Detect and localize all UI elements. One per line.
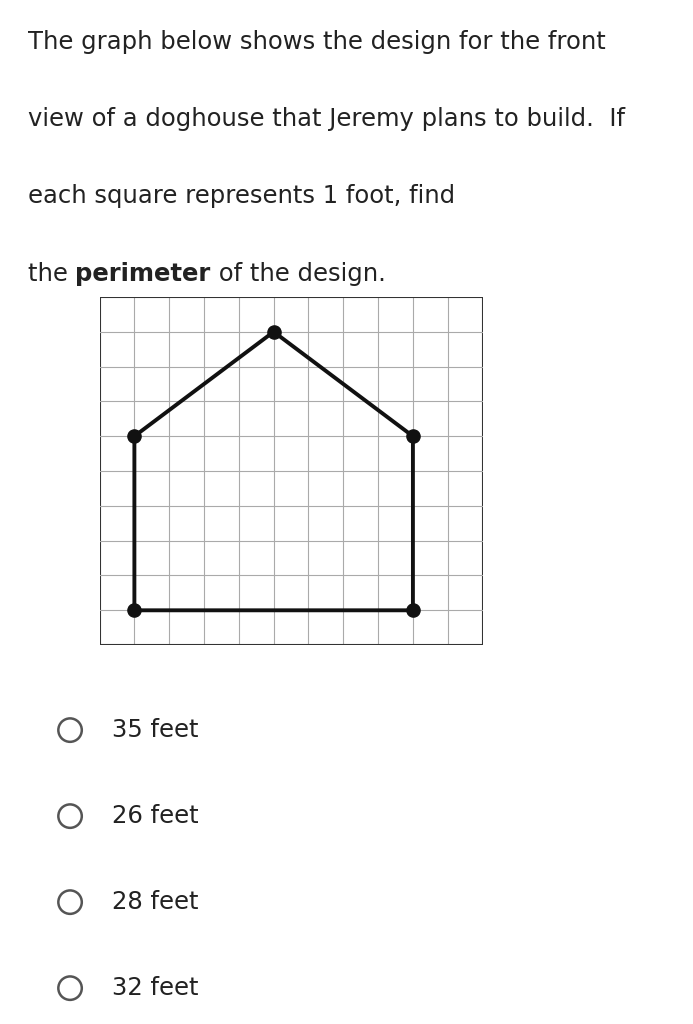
Text: view of a doghouse that Jeremy plans to build.  If: view of a doghouse that Jeremy plans to … xyxy=(28,108,624,131)
Point xyxy=(407,602,419,618)
Point xyxy=(129,428,140,444)
Text: the: the xyxy=(28,262,76,286)
Text: 35 feet: 35 feet xyxy=(112,718,199,742)
Text: 26 feet: 26 feet xyxy=(112,804,199,828)
Text: The graph below shows the design for the front: The graph below shows the design for the… xyxy=(28,30,606,53)
Point xyxy=(407,428,419,444)
Text: 28 feet: 28 feet xyxy=(112,890,199,914)
Text: 32 feet: 32 feet xyxy=(112,976,199,1000)
Point xyxy=(268,324,279,340)
Text: each square represents 1 foot, find: each square represents 1 foot, find xyxy=(28,184,455,209)
Text: perimeter: perimeter xyxy=(76,262,211,286)
Point xyxy=(129,602,140,618)
Text: of the design.: of the design. xyxy=(211,262,385,286)
